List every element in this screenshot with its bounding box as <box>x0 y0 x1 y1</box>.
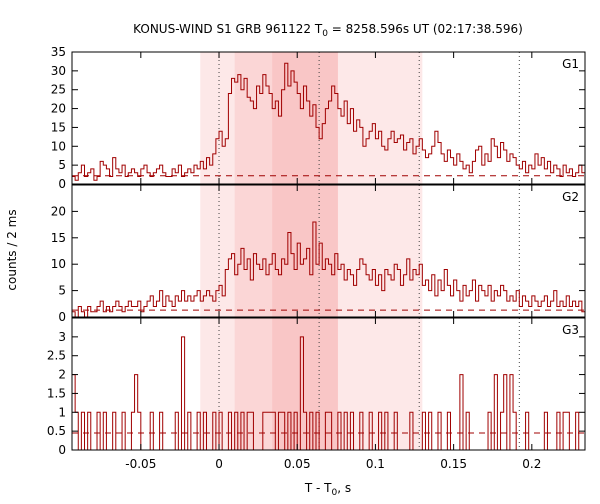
y-tick-label: 0 <box>58 177 66 191</box>
y-tick-label: 0 <box>58 310 66 324</box>
y-tick-label: 20 <box>51 102 66 116</box>
panel-label: G3 <box>562 323 579 337</box>
y-tick-label: 10 <box>51 257 66 271</box>
x-tick-label: 0.15 <box>440 457 467 471</box>
panel-g1: 0 5 10 15 20 25 30 35 G1 <box>51 45 586 191</box>
y-tick-label: 2 <box>58 368 66 382</box>
y-tick-label: 25 <box>51 83 66 97</box>
y-tick-label: 5 <box>58 284 66 298</box>
y-tick-label: 20 <box>51 204 66 218</box>
y-tick-label: 5 <box>58 158 66 172</box>
shaded-region-2 <box>272 52 338 184</box>
y-tick-label: 0.5 <box>47 424 66 438</box>
panel-frame <box>71 184 586 318</box>
panel-frame <box>71 317 586 451</box>
x-axis-label: T - T0, s <box>304 481 351 498</box>
x-tick-label: 0.05 <box>284 457 311 471</box>
shaded-region-2 <box>272 318 338 450</box>
x-tick-label: -0.05 <box>125 457 156 471</box>
chart-title: KONUS-WIND S1 GRB 961122 T0 = 8258.596s … <box>133 22 523 39</box>
panel-frame <box>71 51 586 185</box>
panel-label: G1 <box>562 57 579 71</box>
series-g3-line <box>72 336 585 451</box>
panel-g2: 0 5 10 15 20 G2 <box>51 184 586 324</box>
shaded-region-2 <box>272 185 338 317</box>
y-tick-label: 15 <box>51 120 66 134</box>
y-tick-label: 2.5 <box>47 349 66 363</box>
panel-g3: 0 0.5 1 1.5 2 2.5 3 G3 <box>47 317 586 457</box>
y-tick-label: 0 <box>58 443 66 457</box>
series-g1-line <box>72 62 585 181</box>
x-tick-label: 0.1 <box>366 457 385 471</box>
y-axis-label: counts / 2 ms <box>5 209 19 290</box>
x-tick-label: 0.2 <box>522 457 541 471</box>
y-tick-label: 30 <box>51 64 66 78</box>
panel-label: G2 <box>562 190 579 204</box>
x-tick-label: 0 <box>215 457 223 471</box>
plot-layer: 0 5 10 15 20 25 30 35 G1 0 5 10 15 20 G2 0 0.5 1 1.5 2 2.5 3 G… <box>47 45 586 471</box>
series-g2-line <box>72 221 585 318</box>
y-tick-label: 3 <box>58 330 66 344</box>
y-tick-label: 1 <box>58 405 66 419</box>
y-tick-label: 15 <box>51 231 66 245</box>
y-tick-label: 10 <box>51 139 66 153</box>
y-tick-label: 35 <box>51 45 66 59</box>
y-tick-label: 1.5 <box>47 386 66 400</box>
